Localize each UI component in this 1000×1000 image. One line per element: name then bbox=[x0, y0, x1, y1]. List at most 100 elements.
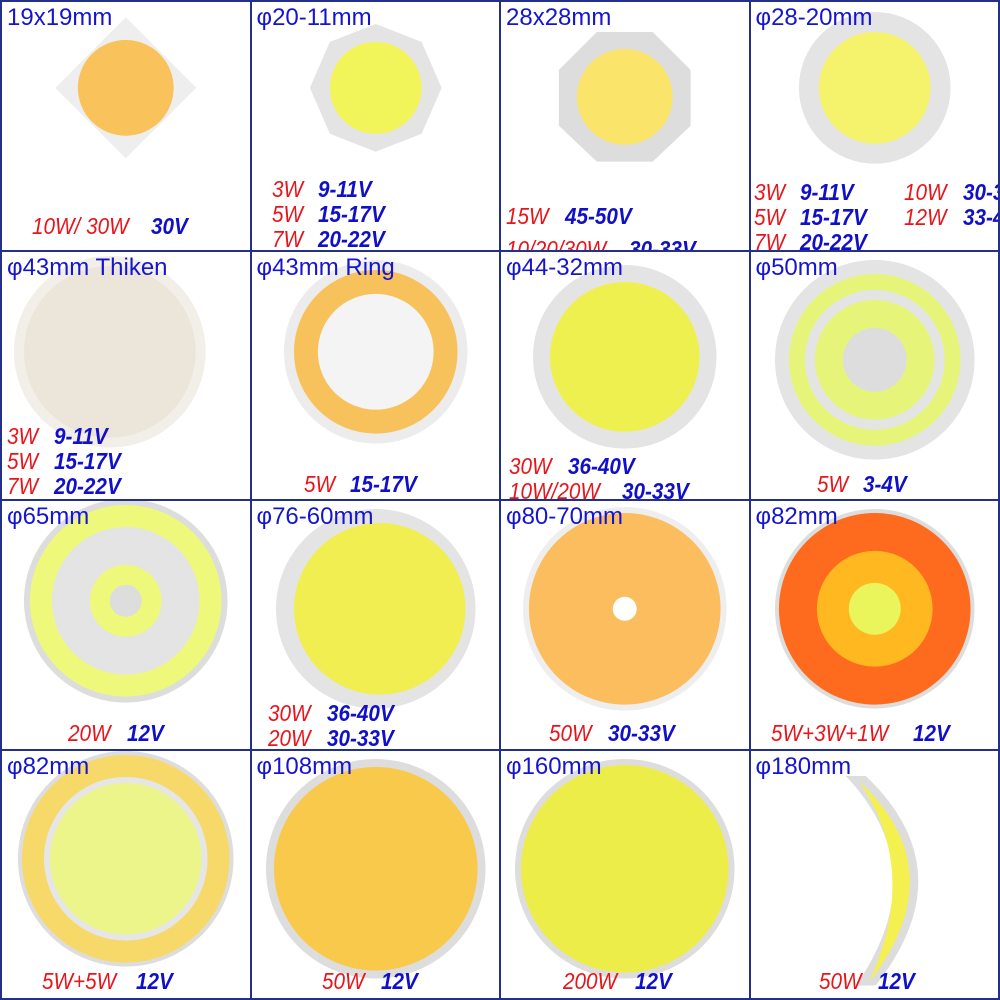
cob-led-image bbox=[265, 758, 486, 979]
cob-led-image bbox=[13, 255, 206, 448]
spec-block: 20W 12V bbox=[68, 721, 180, 746]
size-label: φ80-70mm bbox=[506, 503, 623, 530]
spec-row: 5W 3-4V bbox=[816, 470, 924, 497]
spec-row: 50W 30-33V bbox=[549, 721, 694, 746]
product-cell: φ82mm 5W+5W 12V bbox=[2, 750, 250, 998]
spec-row: 20W 12V bbox=[68, 721, 180, 746]
spec-row: 7W 20-22V bbox=[272, 227, 405, 250]
wattage-label: 7W bbox=[271, 226, 303, 250]
voltage-label: 15-17V bbox=[318, 201, 385, 227]
size-label: φ43mm Ring bbox=[256, 253, 395, 281]
cob-led-image bbox=[514, 758, 735, 979]
spec-block: 30W 36-40V 20W 30-33V bbox=[268, 701, 413, 749]
wattage-label: 5W bbox=[753, 204, 785, 230]
voltage-label: 15-17V bbox=[350, 470, 417, 497]
spec-block: 3W 9-11V 10W 30-33V 5W 15-17V 12W 33-40V 7W 20-22… bbox=[754, 180, 999, 250]
product-cell: φ160mm 200W 12V bbox=[501, 750, 749, 998]
cob-led-image bbox=[845, 775, 918, 986]
led-emitter bbox=[293, 522, 466, 695]
wattage-label: 200W bbox=[563, 967, 618, 994]
spec-block: 5W 3-4V bbox=[816, 470, 924, 497]
voltage-label: 30V bbox=[151, 213, 189, 239]
wattage-label: 10W/ 30W bbox=[32, 213, 129, 239]
voltage-label: 45-50V bbox=[565, 203, 633, 229]
spec-block: 30W 36-40V 10W/20W 30-33V bbox=[509, 452, 708, 499]
voltage-label: 36-40V bbox=[326, 700, 394, 726]
spec-row: 10/20/30W 30-33V bbox=[506, 237, 715, 250]
product-cell: φ43mm Ring 5W 15-17V bbox=[251, 251, 499, 499]
size-label: φ82mm bbox=[755, 503, 838, 530]
voltage-label: 12V bbox=[635, 967, 672, 994]
voltage-label: 9-11V bbox=[800, 179, 854, 205]
voltage-label: 30-33V bbox=[608, 720, 676, 746]
spec-row: 5W 15-17V bbox=[303, 470, 437, 497]
led-emitter bbox=[858, 780, 910, 983]
wattage-label: 10W bbox=[904, 179, 947, 205]
spec-row: 5W 15-17V bbox=[272, 202, 405, 227]
voltage-label: 33-40V bbox=[963, 204, 998, 230]
size-label: φ108mm bbox=[256, 752, 353, 780]
spec-block: 50W 30-33V bbox=[549, 721, 694, 746]
spec-block: 3W 9-11V 5W 15-17V 7W 20-22V bbox=[7, 422, 140, 499]
spec-row: 7W 20-22V bbox=[754, 230, 999, 250]
cob-led-image bbox=[23, 501, 228, 703]
spec-row: 50W 12V bbox=[819, 967, 931, 994]
spec-block: 10W/ 30W 30V bbox=[32, 214, 204, 239]
voltage-label: 30-33V bbox=[963, 179, 998, 205]
wattage-label: 5W bbox=[303, 470, 335, 497]
cob-led-image bbox=[522, 506, 727, 711]
spec-row: 5W+5W 12V bbox=[42, 967, 189, 994]
spec-row: 50W 12V bbox=[321, 967, 434, 994]
wattage-label: 5W+3W+1W bbox=[770, 720, 888, 746]
wattage-label: 3W bbox=[753, 179, 785, 205]
product-cell: φ65mm 20W 12V bbox=[2, 501, 250, 749]
size-label: φ20-11mm bbox=[256, 4, 372, 31]
cob-led-image bbox=[17, 750, 234, 967]
spec-row: 5W+3W+1W 12V bbox=[771, 721, 966, 746]
wattage-label: 15W bbox=[506, 203, 549, 229]
product-cell: φ44-32mm 30W 36-40V 10W/20W 30-33V bbox=[501, 251, 749, 499]
cob-led-image bbox=[774, 259, 975, 460]
cob-led-image bbox=[774, 508, 975, 709]
size-label: 19x19mm bbox=[7, 4, 113, 31]
voltage-label: 9-11V bbox=[53, 422, 108, 449]
cob-led-image bbox=[558, 31, 691, 162]
spec-block: 3W 9-11V 5W 15-17V 7W 20-22V bbox=[272, 177, 405, 250]
wattage-label: 50W bbox=[321, 967, 365, 994]
cob-led-image bbox=[55, 17, 197, 159]
led-emitter bbox=[576, 48, 673, 145]
voltage-label: 12V bbox=[380, 967, 418, 994]
wattage-label: 5W bbox=[816, 470, 848, 497]
size-label: φ82mm bbox=[7, 752, 90, 780]
wattage-label: 7W bbox=[753, 229, 785, 250]
spec-block: 50W 12V bbox=[321, 967, 434, 994]
spec-block: 50W 12V bbox=[819, 967, 931, 994]
size-label: φ160mm bbox=[506, 752, 602, 780]
wattage-label: 5W bbox=[7, 447, 39, 474]
cob-led-image bbox=[309, 23, 442, 152]
spec-row: 200W 12V bbox=[563, 967, 688, 994]
voltage-label: 30-33V bbox=[621, 477, 689, 499]
voltage-label: 12V bbox=[877, 967, 915, 994]
wattage-label: 30W bbox=[267, 700, 311, 726]
wattage-label: 5W bbox=[271, 201, 303, 227]
cob-led-image bbox=[532, 264, 717, 449]
spec-row: 5W 15-17V bbox=[7, 447, 140, 474]
led-emitter bbox=[329, 41, 422, 134]
voltage-label: 20-22V bbox=[53, 472, 121, 499]
wattage-label: 30W bbox=[509, 452, 552, 479]
spec-block: 5W+5W 12V bbox=[42, 967, 189, 994]
led-emitter bbox=[23, 265, 196, 438]
wattage-label: 5W+5W bbox=[42, 967, 117, 994]
voltage-label: 12V bbox=[127, 720, 165, 746]
led-emitter bbox=[273, 766, 478, 971]
wattage-label: 12W bbox=[904, 204, 947, 230]
size-label: φ180mm bbox=[755, 752, 852, 780]
spec-block: 200W 12V bbox=[563, 967, 688, 994]
voltage-label: 9-11V bbox=[318, 176, 372, 202]
spec-block: 15W 45-50V 10/20/30W 30-33V bbox=[506, 204, 715, 250]
voltage-label: 15-17V bbox=[800, 204, 867, 230]
cob-led-image bbox=[275, 508, 476, 709]
voltage-label: 36-40V bbox=[568, 452, 636, 479]
led-emitter bbox=[549, 281, 700, 432]
